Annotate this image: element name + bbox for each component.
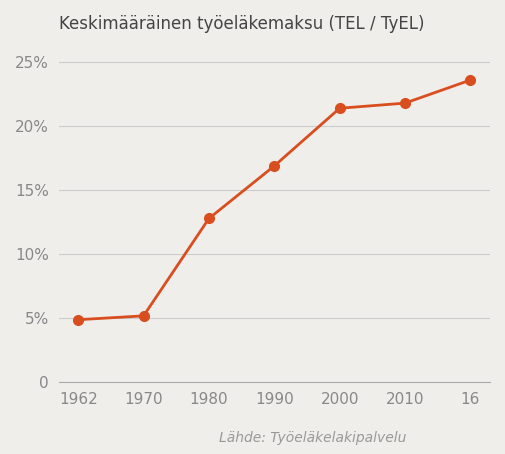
Text: Lähde: Työeläkelakipalvelu: Lähde: Työeläkelakipalvelu xyxy=(219,431,407,445)
Text: Keskimääräinen työeläkemaksu (TEL / TyEL): Keskimääräinen työeläkemaksu (TEL / TyEL… xyxy=(59,15,424,33)
